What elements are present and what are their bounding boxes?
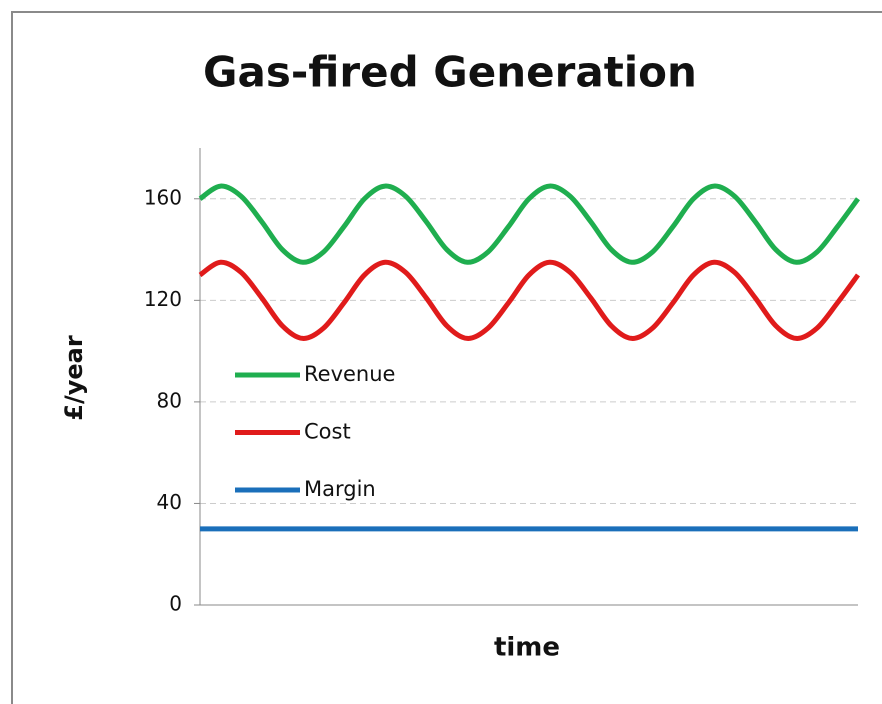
y-tick-label: 80 xyxy=(157,388,182,412)
series-line xyxy=(198,259,861,341)
y-tick-label: 0 xyxy=(169,592,182,616)
y-axis-label: £/year xyxy=(60,335,88,421)
series-line xyxy=(198,183,861,265)
frame xyxy=(11,11,882,704)
x-axis-label: time xyxy=(494,633,560,663)
chart-title: Gas-fired Generation xyxy=(203,48,697,97)
legend-label: Revenue xyxy=(304,362,395,386)
y-tick-label: 120 xyxy=(144,287,182,311)
y-tick-label: 40 xyxy=(157,490,182,514)
legend-label: Cost xyxy=(304,420,351,444)
legend-label: Margin xyxy=(304,477,376,501)
y-tick-label: 160 xyxy=(144,185,182,209)
